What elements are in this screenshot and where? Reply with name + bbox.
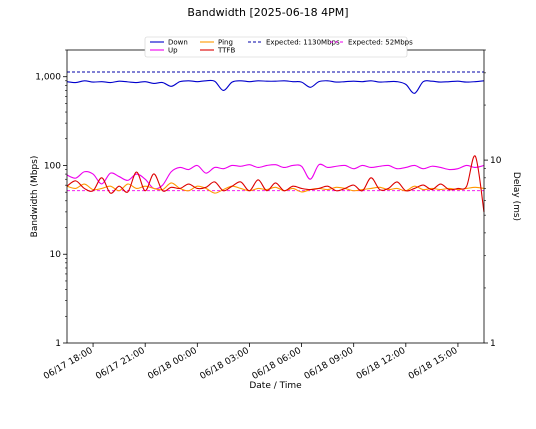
right-tick-label: 1 (490, 339, 496, 349)
legend-label: Ping (218, 39, 233, 47)
plot-area (66, 71, 485, 213)
series-line-ping (66, 182, 485, 194)
left-tick-label: 100 (44, 161, 61, 171)
legend-label: Expected: 52Mbps (348, 39, 413, 47)
left-tick-label: 1,000 (35, 73, 61, 83)
right-tick-label: 10 (490, 156, 502, 166)
left-tick-label: 10 (50, 250, 62, 260)
right-y-axis-title: Delay (ms) (511, 172, 521, 221)
series-line-ttfb (66, 155, 485, 213)
legend-label: Down (168, 39, 188, 47)
legend-label: TTFB (217, 47, 235, 55)
legend-label: Expected: 1130Mbps (266, 39, 340, 47)
series-line-down (66, 79, 485, 94)
left-tick-label: 1 (55, 339, 61, 349)
left-y-axis-title: Bandwidth (Mbps) (30, 156, 40, 238)
x-axis-title: Date / Time (249, 381, 302, 391)
legend-label: Up (168, 47, 178, 55)
chart-title: Bandwidth [2025-06-18 4PM] (187, 6, 348, 19)
series-line-up (66, 163, 485, 190)
